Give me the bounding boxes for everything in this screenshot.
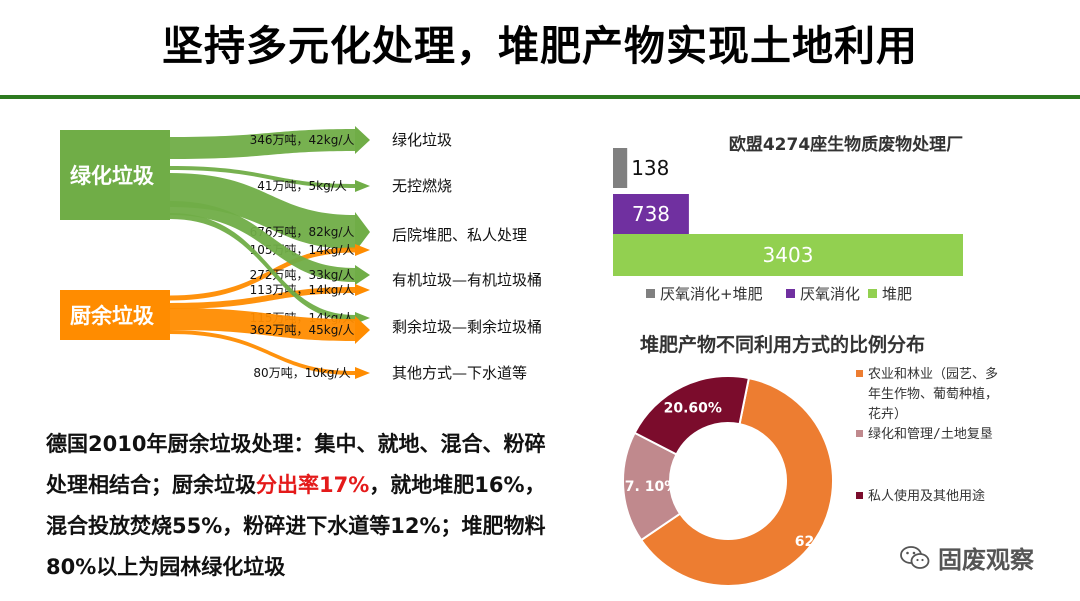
sankey-flow-arrow: [355, 367, 370, 379]
body-paragraph: 德国2010年厨余垃圾处理：集中、就地、混合、粉碎处理相结合；厨余垃圾分出率17…: [46, 424, 566, 588]
watermark-text: 固废观察: [938, 546, 1034, 574]
legend-label: 堆肥: [882, 285, 912, 303]
sankey-flow-label: 346万吨，42kg/人: [250, 133, 355, 147]
sankey-diagram: 346万吨，42kg/人41万吨，5kg/人676万吨，82kg/人105万吨，…: [60, 126, 542, 382]
sankey-source-node: [60, 290, 170, 340]
sankey-flow: [170, 201, 355, 282]
sankey-destination-label: 有机垃圾—有机垃圾桶: [392, 271, 542, 289]
donut-slice-label: 20.60%: [664, 401, 722, 417]
sankey-flow: [170, 166, 355, 188]
donut-slice: [639, 376, 834, 587]
sankey-flow-label: 80万吨，10kg/人: [253, 366, 350, 380]
bar-chart-title: 欧盟4274座生物质废物处理厂: [729, 134, 963, 155]
sankey-flow: [170, 129, 355, 159]
sankey-flow-arrow: [355, 244, 370, 256]
page-title: 坚持多元化处理，堆肥产物实现土地利用: [162, 22, 918, 70]
legend-label-line: 私人使用及其他用途: [868, 488, 985, 504]
legend-label-line: 花卉）: [868, 406, 907, 422]
bar: [613, 194, 689, 234]
bar-value-label: 738: [632, 202, 670, 226]
sankey-flow-label: 41万吨，5kg/人: [257, 179, 347, 193]
sankey-destination-label: 绿化垃圾: [392, 131, 452, 149]
sankey-flow-label: 113万吨，14kg/人: [250, 283, 355, 297]
body-text-part1: 德国2010年厨余垃圾处理：集中、就地、混合、粉碎处理相结合；厨余垃圾: [46, 432, 546, 497]
body-text-part2: ，就地堆肥16%，混合投放焚烧55%，粉碎进下水道等12%；堆肥物料80%以上为…: [46, 473, 546, 579]
donut-slice: [633, 375, 751, 456]
sankey-destination-label: 其他方式—下水道等: [392, 364, 527, 382]
sankey-flow: [170, 247, 355, 301]
legend-label: 厌氧消化+堆肥: [660, 285, 763, 303]
donut-slice-label: 17. 10%: [615, 479, 678, 495]
legend-label-line: 年生作物、葡萄种植，: [868, 387, 998, 402]
legend-swatch: [856, 370, 863, 377]
legend-label: 厌氧消化: [800, 285, 860, 303]
donut-chart-title: 堆肥产物不同利用方式的比例分布: [640, 334, 926, 356]
legend-swatch: [856, 430, 863, 437]
title-divider: [0, 95, 1080, 99]
sankey-flow: [170, 330, 355, 375]
sankey-flow: [170, 173, 355, 249]
legend-label-line: 农业和林业（园艺、多: [868, 366, 998, 382]
sankey-flow-label: 272万吨，33kg/人: [250, 268, 355, 282]
legend-swatch: [646, 289, 655, 298]
sankey-flow-arrow: [355, 316, 370, 344]
donut-slice-label: 62.30%: [795, 534, 853, 550]
bar: [613, 234, 963, 276]
sankey-destination-label: 无控燃烧: [392, 177, 452, 195]
sankey-source-label: 绿化垃圾: [70, 164, 155, 188]
legend-label-line: 绿化和管理/土地复垦: [868, 427, 993, 442]
sankey-source-label: 厨余垃圾: [70, 304, 155, 328]
body-text-highlight: 分出率17%: [256, 473, 370, 497]
sankey-destination-label: 剩余垃圾—剩余垃圾桶: [392, 318, 542, 336]
sankey-flow-label: 362万吨，45kg/人: [250, 323, 355, 337]
legend-swatch: [868, 289, 877, 298]
sankey-flow-arrow: [355, 126, 370, 154]
bar-value-label: 138: [631, 156, 669, 180]
sankey-flow: [170, 308, 355, 341]
legend-swatch: [856, 492, 863, 499]
wechat-icon: [900, 545, 930, 569]
sankey-destination-label: 后院堆肥、私人处理: [392, 226, 527, 244]
legend-swatch: [786, 289, 795, 298]
sankey-flow-label: 676万吨，82kg/人: [250, 225, 355, 239]
bar: [613, 148, 628, 188]
sankey-flow-arrow: [355, 212, 370, 252]
sankey-flow-arrow: [355, 284, 370, 296]
sankey-flow: [170, 287, 355, 309]
sankey-flow-arrow: [355, 265, 370, 285]
sankey-source-node: [60, 130, 170, 220]
watermark: 固废观察: [900, 540, 1034, 575]
sankey-flow-arrow: [355, 180, 370, 192]
bar-value-label: 3403: [763, 243, 814, 267]
